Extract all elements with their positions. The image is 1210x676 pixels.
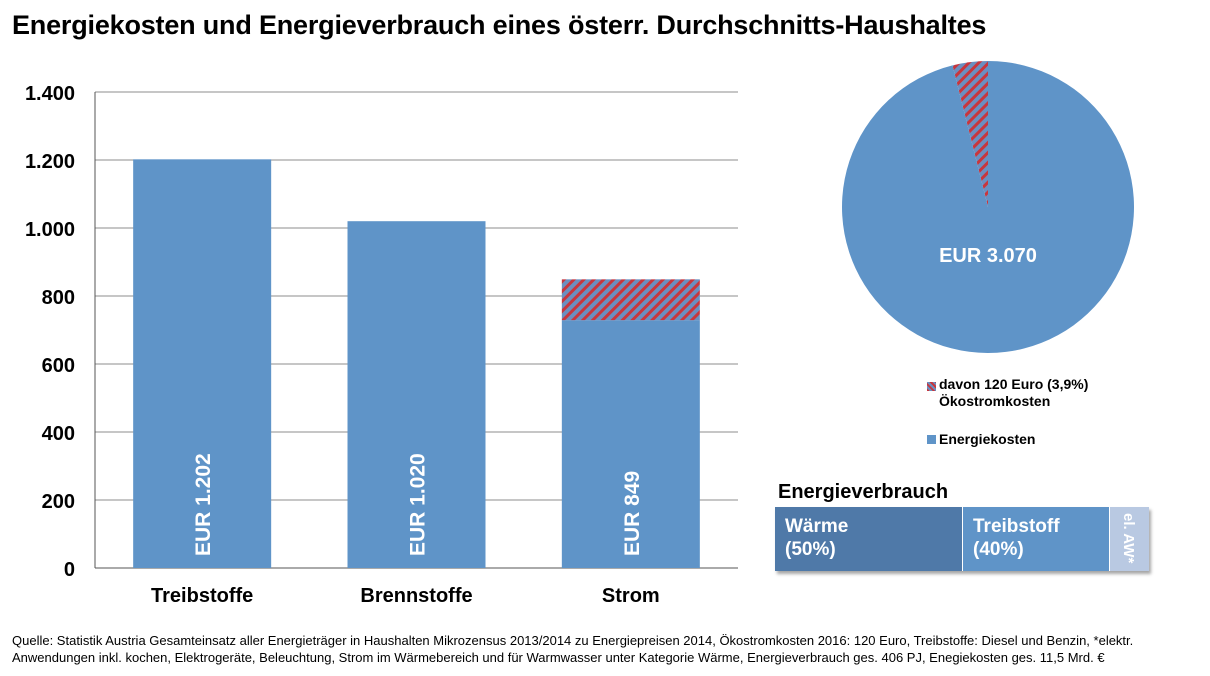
legend-hatch-line1: davon 120 Euro (3,9%) — [939, 376, 1089, 392]
bar-strom — [561, 320, 700, 568]
legend-solid-label: Energiekosten — [939, 431, 1036, 447]
source-note: Quelle: Statistik Austria Gesamteinsatz … — [12, 633, 1134, 665]
pie-slice-oekostrom — [952, 61, 988, 207]
segment-treibstoff-pct: (40%) — [973, 539, 1024, 560]
energy-consumption-bar: Wärme (50%) Treibstoff (40%) el. AW* — [775, 507, 1149, 571]
cost-pie-chart: EUR 3.070 — [841, 61, 1134, 353]
cost-bar-chart: 0 200 400 600 800 1.000 1.200 1.400 EUR 1.202 Tre… — [25, 83, 738, 607]
bar-oekostrom-segment — [561, 279, 700, 321]
x-category-label: Treibstoffe — [151, 585, 253, 607]
y-tick-label: 400 — [42, 423, 75, 445]
bar-brennstoffe — [347, 221, 486, 568]
y-tick-label: 0 — [64, 559, 75, 581]
legend-hatch-line2: Ökostromkosten — [939, 393, 1051, 409]
bar-data-label: EUR 849 — [621, 471, 644, 556]
bar-treibstoffe — [133, 159, 272, 568]
segment-treibstoff-label: Treibstoff — [973, 516, 1060, 537]
y-tick-label: 600 — [42, 355, 75, 377]
y-tick-label: 1.400 — [25, 83, 75, 105]
x-category-label: Brennstoffe — [360, 585, 472, 607]
segment-el-aw-label: el. AW* — [1120, 513, 1137, 564]
bar-data-label: EUR 1.020 — [407, 453, 430, 556]
chart-title: Energiekosten und Energieverbrauch eines… — [12, 10, 987, 40]
energy-segment-waerme: Wärme (50%) — [775, 507, 963, 571]
x-category-label: Strom — [602, 585, 660, 607]
y-tick-label: 800 — [42, 287, 75, 309]
segment-waerme-label: Wärme — [785, 516, 849, 537]
energy-title: Energieverbrauch — [778, 481, 949, 503]
pie-center-label: EUR 3.070 — [939, 245, 1037, 267]
y-tick-label: 1.200 — [25, 151, 75, 173]
legend-swatch-solid — [927, 435, 936, 444]
pie-slice-energiekosten — [841, 61, 1134, 353]
energy-segment-treibstoff: Treibstoff (40%) — [963, 507, 1110, 571]
legend-hatch-label: davon 120 Euro (3,9%) Ökostromkosten — [939, 376, 1088, 410]
legend-swatch-hatch — [927, 382, 936, 391]
energy-segment-el-aw: el. AW* — [1110, 507, 1149, 571]
y-tick-label: 200 — [42, 491, 75, 513]
bar-data-label: EUR 1.202 — [192, 453, 215, 556]
y-tick-label: 1.000 — [25, 219, 75, 241]
segment-waerme-pct: (50%) — [785, 539, 836, 560]
